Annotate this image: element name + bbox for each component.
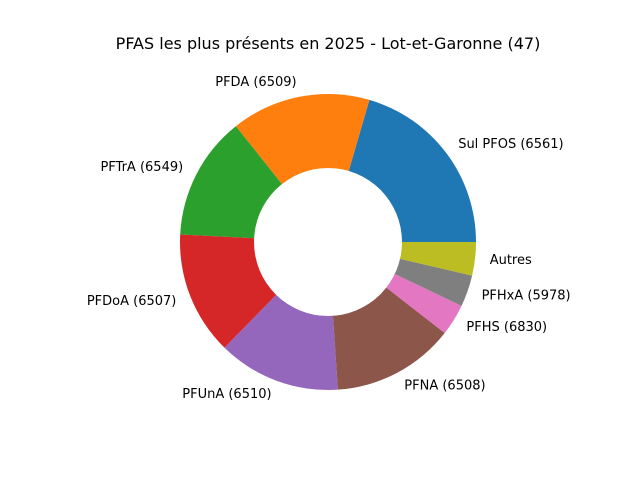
slices-group: [180, 93, 477, 390]
slice-label: PFHxA (5978): [482, 288, 571, 303]
chart-title: PFAS les plus présents en 2025 - Lot-et-…: [116, 34, 541, 53]
slice-label: PFTrA (6549): [100, 160, 183, 175]
slice-label: PFDoA (6507): [87, 294, 177, 309]
slice-label: PFUnA (6510): [182, 387, 271, 402]
slice-label: Autres: [490, 253, 532, 268]
slice-label: PFHS (6830): [466, 320, 547, 335]
slice-label: PFDA (6509): [215, 75, 296, 90]
donut-hole: [254, 168, 402, 316]
labels-group: Sul PFOS (6561) PFDA (6509) PFTrA (6549) PF…: [87, 75, 571, 402]
slice-label: PFNA (6508): [404, 378, 485, 393]
slice-label: Sul PFOS (6561): [458, 137, 563, 152]
